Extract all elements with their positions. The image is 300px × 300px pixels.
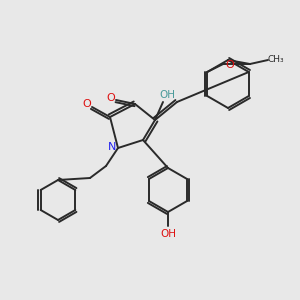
Text: N: N: [108, 142, 116, 152]
Text: O: O: [82, 99, 91, 109]
Text: O: O: [106, 93, 116, 103]
Text: O: O: [226, 60, 235, 70]
Text: OH: OH: [160, 229, 176, 239]
Text: CH₃: CH₃: [268, 56, 284, 64]
Text: OH: OH: [159, 90, 175, 100]
